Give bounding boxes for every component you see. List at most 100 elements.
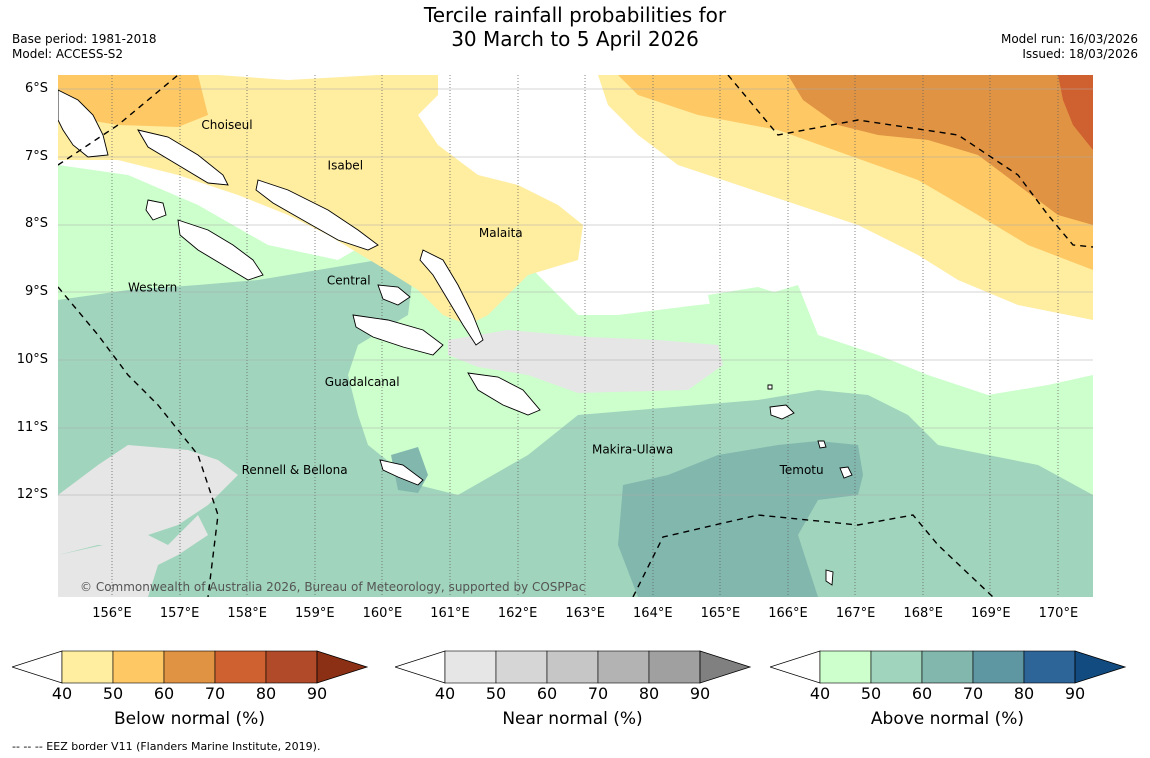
near-normal-40-southwest [58, 445, 238, 597]
title-line-1: Tercile rainfall probabilities for [423, 3, 727, 27]
below-normal-50-north [58, 75, 208, 127]
model-run: Model run: 16/03/2026 [1000, 32, 1138, 46]
longitude-tick-label: 164°E [633, 606, 673, 621]
colorbar-segment [214, 650, 267, 684]
province-label: Temotu [779, 463, 824, 477]
colorbar-extend-low [770, 650, 821, 684]
model-name: Model: ACCESS-S2 [12, 47, 124, 61]
latitude-tick-label: 8°S [24, 216, 48, 232]
colorbar-segment [546, 650, 599, 684]
parallels [58, 88, 1093, 496]
island-santa-cruz [769, 404, 795, 420]
island-vanikoro [817, 440, 827, 449]
colorbar-tick-label: 60 [911, 684, 933, 703]
colorbar-segment [61, 650, 114, 684]
colorbar-segment [1023, 650, 1076, 684]
island-guadalcanal [352, 314, 444, 356]
above-normal-40-patch [708, 287, 798, 337]
map-panel: Choiseul Isabel Malaita Western Central Guada… [58, 75, 1093, 597]
colorbar-tick-label: 60 [153, 684, 175, 703]
longitude-tick-label: 165°E [700, 606, 741, 621]
colorbar-2 [395, 650, 752, 684]
colorbar-title: Near normal (%) [502, 709, 643, 729]
below-normal-60-east [788, 75, 1093, 225]
colorbar-segment [112, 650, 165, 684]
colorbar-segment [265, 650, 318, 684]
province-label: Makira-Ulawa [592, 443, 673, 457]
province-label: Rennell & Bellona [242, 463, 348, 477]
eez-footer-note: -- -- -- EEZ border V11 (Flanders Marine… [12, 740, 321, 753]
map-title: Tercile rainfall probabilities for 30 Ma… [0, 3, 1150, 51]
longitude-tick-label: 159°E [295, 606, 335, 621]
colorbar-extend-low [12, 650, 63, 684]
colorbar-tick-label: 80 [255, 684, 277, 703]
colorbar-segment [597, 650, 650, 684]
colorbar-tick-label: 80 [638, 684, 660, 703]
eez-west [58, 286, 219, 597]
below-normal-70-corner [1058, 75, 1093, 150]
island-choiseul [137, 129, 229, 186]
meta-right: Model run: 16/03/2026 Issued: 18/03/2026 [1001, 32, 1138, 62]
above-normal-50-band [58, 260, 1093, 597]
colorbar-tick-label: 50 [485, 684, 507, 703]
eez-east [727, 75, 1093, 248]
colorbar-segment [870, 650, 923, 684]
island-malaita [419, 249, 484, 346]
island-utupua [839, 466, 853, 479]
colorbar-tick-label: 40 [809, 684, 831, 703]
province-label: Guadalcanal [325, 375, 400, 389]
longitude-tick-label: 168°E [903, 606, 943, 621]
colorbar-segment [495, 650, 548, 684]
colorbar-title: Below normal (%) [114, 709, 265, 729]
colorbar-3 [770, 650, 1127, 684]
base-period: Base period: 1981-2018 [12, 32, 157, 46]
island-rennell [379, 459, 424, 486]
colorbar-tick-label: 70 [204, 684, 226, 703]
colorbar-extend-high [1074, 650, 1127, 684]
meta-left: Base period: 1981-2018 Model: ACCESS-S2 [12, 32, 157, 62]
colorbar-tick-label: 70 [587, 684, 609, 703]
island-small-2 [767, 384, 773, 390]
issued-date: Issued: 18/03/2026 [1022, 47, 1138, 61]
latitude-tick-label: 6°S [24, 81, 48, 96]
longitude-tick-label: 157°E [159, 606, 200, 621]
colorbar-tick-label: 90 [306, 684, 328, 703]
longitude-tick-label: 170°E [1038, 606, 1079, 621]
longitude-tick-label: 167°E [835, 606, 876, 621]
longitude-tick-label: 158°E [227, 606, 267, 621]
province-label: Central [327, 274, 371, 288]
eez-south [632, 514, 994, 597]
near-normal-40-east [448, 330, 723, 393]
province-label: Western [128, 280, 177, 294]
longitude-tick-label: 166°E [768, 606, 808, 621]
colorbar-segment [444, 650, 497, 684]
colorbar-segment [163, 650, 216, 684]
longitude-tick-label: 169°E [971, 606, 1011, 621]
island-small-1 [825, 569, 834, 586]
longitude-tick-label: 161°E [430, 606, 470, 621]
eez-borders [58, 75, 1093, 597]
colorbar-tick-label: 60 [536, 684, 558, 703]
colorbar-segment [921, 650, 974, 684]
colorbar-segment [648, 650, 701, 684]
province-labels: Choiseul Isabel Malaita Western Central Guada… [128, 118, 824, 477]
meridians [111, 75, 1059, 597]
below-normal-40-band [58, 75, 583, 325]
colorbar-tick-label: 40 [51, 684, 73, 703]
colorbar-extend-high [699, 650, 752, 684]
colorbar-extend-low [395, 650, 446, 684]
province-label: Malaita [479, 226, 523, 240]
latitude-tick-label: 7°S [24, 148, 48, 164]
island-vella [145, 199, 167, 221]
latitude-tick-label: 9°S [24, 284, 48, 300]
colorbar-segment [819, 650, 872, 684]
longitude-tick-label: 163°E [565, 606, 605, 621]
longitude-tick-label: 156°E [92, 606, 132, 621]
province-label: Isabel [328, 159, 363, 173]
colorbar-tick-label: 50 [102, 684, 124, 703]
islands [58, 89, 853, 586]
island-florida [377, 284, 411, 306]
island-isabel [255, 179, 379, 251]
copyright-notice: © Commonwealth of Australia 2026, Bureau… [80, 580, 585, 594]
colorbar-tick-label: 40 [434, 684, 456, 703]
